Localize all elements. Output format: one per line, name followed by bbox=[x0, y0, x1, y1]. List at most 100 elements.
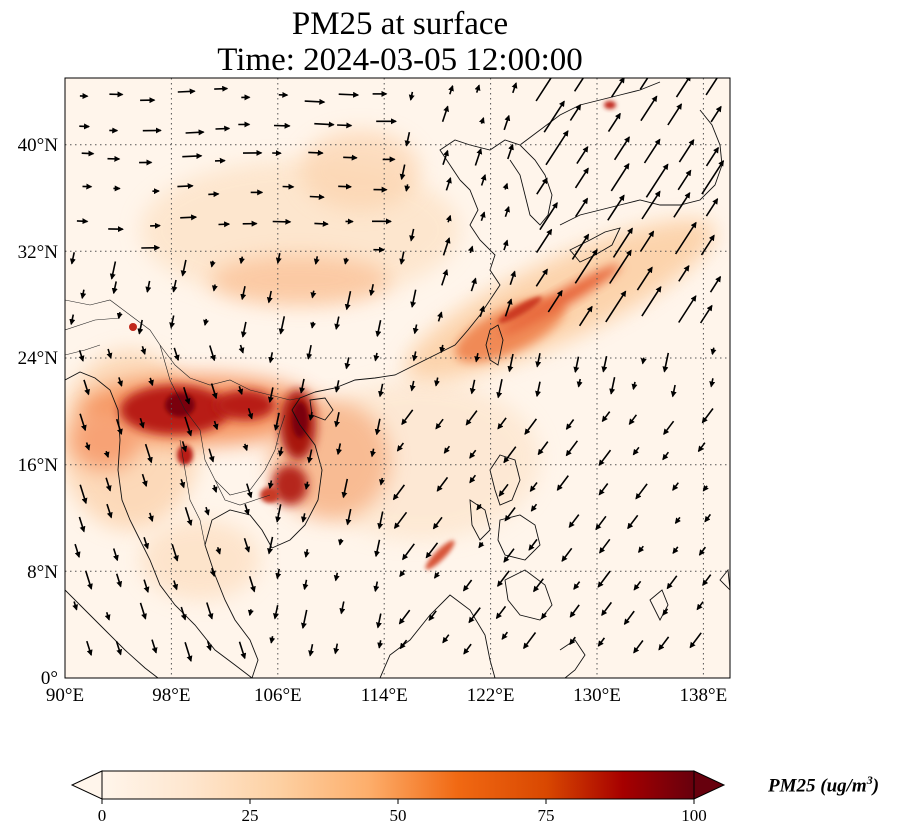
wind-arrow bbox=[378, 383, 384, 398]
wind-arrow bbox=[463, 643, 472, 655]
wind-arrow bbox=[565, 419, 575, 430]
wind-arrow bbox=[662, 352, 670, 373]
map-subtitle-time: Time: 2024-03-05 12:00:00 bbox=[217, 42, 583, 78]
wind-arrow bbox=[300, 609, 308, 629]
wind-arrow bbox=[435, 418, 444, 430]
wind-arrow bbox=[215, 125, 231, 132]
wind-arrow bbox=[117, 377, 123, 387]
wind-arrow bbox=[689, 632, 702, 649]
wind-arrow bbox=[140, 346, 147, 355]
wind-arrow bbox=[302, 579, 309, 591]
wind-arrow bbox=[237, 386, 244, 396]
wind-arrow bbox=[597, 570, 611, 588]
wind-arrow bbox=[432, 516, 443, 530]
wind-arrow bbox=[171, 279, 178, 293]
wind-arrow bbox=[111, 281, 118, 295]
wind-arrow bbox=[609, 377, 616, 395]
wind-arrow bbox=[344, 291, 352, 311]
wind-arrow bbox=[184, 416, 193, 437]
wind-arrow bbox=[503, 548, 515, 563]
wind-arrow bbox=[341, 478, 349, 499]
wind-arrow bbox=[576, 146, 589, 165]
wind-arrow bbox=[561, 547, 573, 562]
wind-arrow bbox=[344, 357, 351, 370]
wind-arrow bbox=[480, 174, 487, 186]
wind-arrow bbox=[209, 345, 216, 362]
wind-arrow bbox=[636, 266, 653, 291]
wind-arrow bbox=[704, 513, 712, 523]
wind-arrow bbox=[701, 408, 714, 424]
wind-arrow bbox=[504, 205, 510, 217]
wind-arrow bbox=[177, 88, 196, 95]
wind-arrow bbox=[530, 503, 538, 512]
colorbar-label: PM25 (ug/m3) bbox=[768, 773, 880, 797]
wind-arrow bbox=[425, 542, 439, 559]
wind-arrow bbox=[674, 516, 681, 524]
wind-arrow bbox=[243, 537, 251, 553]
wind-arrow bbox=[181, 441, 188, 453]
wind-arrow bbox=[437, 311, 443, 322]
wind-arrow bbox=[333, 643, 340, 655]
wind-arrow bbox=[242, 443, 249, 452]
wind-arrow bbox=[631, 381, 638, 391]
wind-arrow bbox=[633, 640, 644, 654]
wind-arrow bbox=[443, 445, 451, 454]
wind-arrow bbox=[599, 538, 611, 554]
wind-arrow bbox=[601, 601, 613, 617]
wind-arrow bbox=[404, 132, 411, 147]
wind-arrow bbox=[308, 149, 324, 156]
y-tick-label: 16°N bbox=[18, 455, 59, 476]
wind-arrow bbox=[137, 319, 144, 335]
wind-arrow bbox=[672, 482, 679, 491]
wind-arrow bbox=[308, 411, 315, 421]
country-borders bbox=[65, 299, 301, 546]
wind-arrow bbox=[705, 146, 719, 167]
wind-arrow bbox=[338, 91, 360, 98]
wind-arrow bbox=[468, 607, 481, 624]
wind-arrow bbox=[370, 448, 376, 458]
wind-arrow bbox=[556, 475, 569, 491]
wind-arrow bbox=[268, 352, 275, 364]
wind-arrow bbox=[379, 477, 385, 486]
wind-arrow bbox=[148, 377, 154, 387]
wind-arrow bbox=[605, 290, 627, 323]
wind-arrow bbox=[310, 321, 317, 329]
wind-arrow bbox=[374, 539, 381, 558]
wind-arrow bbox=[151, 639, 158, 654]
wind-arrow bbox=[696, 601, 704, 611]
wind-arrow bbox=[247, 408, 254, 420]
wind-arrow bbox=[474, 148, 483, 166]
wind-arrow bbox=[408, 91, 415, 101]
wind-arrow bbox=[502, 239, 509, 251]
wind-vectors bbox=[69, 78, 725, 662]
wind-arrow bbox=[573, 78, 585, 92]
map-frame bbox=[64, 77, 731, 679]
wind-arrow bbox=[610, 78, 625, 98]
wind-arrow bbox=[465, 410, 478, 426]
wind-arrow bbox=[568, 514, 580, 528]
y-tick-label: 32°N bbox=[18, 242, 59, 263]
wind-arrow bbox=[269, 636, 276, 644]
wind-arrow bbox=[476, 503, 483, 511]
wind-arrow bbox=[533, 578, 544, 593]
wind-arrow bbox=[338, 183, 352, 190]
wind-arrow bbox=[185, 129, 205, 136]
wind-arrow bbox=[145, 280, 152, 293]
wind-arrow bbox=[601, 411, 611, 423]
wind-arrow bbox=[662, 608, 669, 616]
wind-arrow bbox=[709, 275, 722, 293]
wind-arrow bbox=[208, 191, 220, 198]
wind-arrow bbox=[627, 514, 639, 530]
wind-arrow bbox=[678, 295, 697, 323]
wind-arrow bbox=[337, 122, 353, 129]
wind-arrow bbox=[524, 418, 538, 435]
wind-arrow bbox=[700, 234, 715, 256]
wind-arrow bbox=[210, 383, 218, 400]
wind-arrow bbox=[72, 601, 79, 611]
x-tick-label: 130°E bbox=[573, 685, 621, 706]
wind-arrow bbox=[576, 378, 583, 388]
wind-arrow bbox=[398, 609, 411, 625]
wind-arrow bbox=[511, 82, 518, 94]
colorbar: 0 25 50 75 100 bbox=[70, 770, 726, 825]
wind-arrow bbox=[535, 353, 542, 368]
